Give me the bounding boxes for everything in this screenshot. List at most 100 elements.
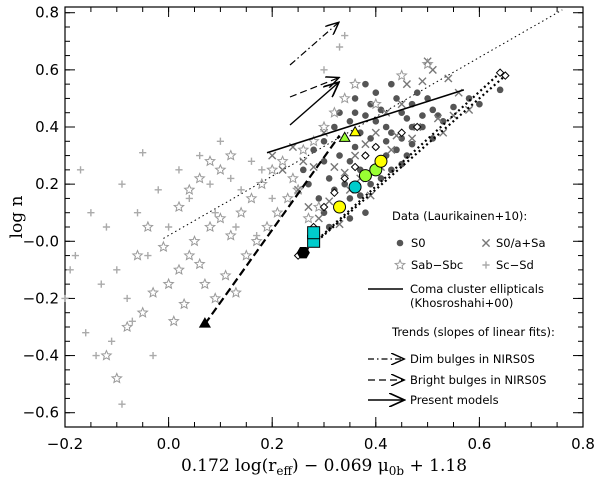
data-point-s0 (388, 166, 395, 174)
coma-fit-line (266, 89, 465, 154)
data-point-s0 (362, 80, 369, 88)
data-point-sc-sd (247, 157, 256, 165)
data-point-s0 (372, 89, 380, 97)
data-point-s0 (351, 95, 359, 102)
y-tick-label: 0.8 (35, 4, 59, 22)
data-point-s0-a-sa (464, 105, 474, 114)
data-point-sc-sd (118, 400, 126, 408)
legend-coma-label: Coma cluster ellipticals (410, 282, 544, 296)
data-point-sab-sbc (271, 206, 284, 218)
data-point-s0 (346, 195, 354, 202)
data-point-s0 (341, 180, 349, 188)
data-point-s0-a-sa (268, 151, 277, 160)
data-point-s0-a-sa (402, 80, 411, 89)
legend-coma-ref: (Khosroshahi+00) (410, 296, 513, 310)
data-point-sc-sd (76, 166, 85, 174)
data-point-sab-sbc (183, 183, 196, 195)
data-point-sab-sbc (167, 314, 180, 327)
data-point-sab-sbc (172, 263, 185, 275)
data-point-s0 (403, 152, 411, 159)
legend-bright-label: Bright bulges in NIRS0S (410, 373, 546, 387)
data-point-sc-sd (258, 166, 266, 174)
data-point-sab-sbc (198, 277, 211, 290)
data-point-s0 (351, 109, 359, 117)
data-point-sc-sd (133, 209, 142, 217)
data-point-sab-sbc (209, 292, 222, 304)
data-point-sc-sd (61, 294, 69, 303)
data-point-sc-sd (139, 149, 147, 157)
data-point-s0 (388, 80, 395, 88)
data-point-s0 (465, 95, 473, 102)
data-point-sab-sbc (255, 177, 268, 190)
bright-dashed-line (203, 134, 341, 325)
x-tick-label: 0.6 (467, 435, 491, 453)
data-point-s0-a-sa (433, 114, 443, 123)
data-point-sab-sbc (188, 234, 201, 247)
data-point-sab-sbc (395, 69, 408, 81)
model-point (374, 154, 388, 168)
data-point-sc-sd (108, 337, 116, 345)
data-point-sc-sd (320, 66, 328, 74)
data-point-sab-sbc (276, 155, 289, 167)
data-point-sc-sd (268, 194, 276, 203)
data-point-s0 (393, 146, 400, 154)
data-point-s0 (367, 180, 374, 188)
data-point-s0 (310, 146, 317, 154)
data-point-sab-sbc (172, 200, 185, 213)
data-point-s0 (325, 175, 333, 182)
data-point-s0 (419, 123, 426, 131)
data-point-s0 (398, 135, 406, 142)
legend-trends-title: Trends (slopes of linear fits): (391, 325, 555, 339)
data-point-sab-sbc (157, 240, 170, 253)
data-point-s0 (403, 115, 411, 122)
data-point-s0 (351, 143, 359, 151)
data-point-sc-sd (185, 194, 193, 203)
model-diamond-point (500, 71, 510, 80)
data-point-s0-a-sa (444, 74, 453, 83)
model-diamond-point (330, 188, 339, 198)
dotted-reference-line (163, 9, 563, 239)
data-point-sab-sbc (121, 320, 134, 333)
y-tick-label: 0.2 (35, 175, 59, 193)
model-diamond-point (340, 174, 350, 183)
data-point-s0 (408, 140, 416, 148)
data-point-s0 (372, 117, 380, 125)
data-point-sab-sbc (100, 349, 113, 361)
data-point-sc-sd (341, 31, 349, 40)
data-point-s0-a-sa (278, 165, 287, 174)
data-point-s0 (362, 112, 369, 119)
data-point-s0 (377, 175, 385, 182)
data-point-s0 (413, 89, 421, 97)
legend-sab-marker (393, 258, 407, 271)
model-diamond-point (397, 128, 407, 138)
data-point-sab-sbc (219, 269, 232, 281)
data-point-s0 (398, 160, 406, 168)
data-point-sab-sbc (141, 220, 154, 233)
data-point-sab-sbc (250, 235, 263, 247)
model-point (307, 226, 321, 240)
data-point-sab-sbc (193, 257, 206, 270)
data-point-sc-sd (335, 43, 344, 51)
data-point-s0 (476, 100, 483, 108)
data-point-s0-a-sa (439, 128, 448, 137)
data-point-s0 (429, 106, 437, 114)
data-point-sc-sd (118, 180, 126, 188)
y-tick-label: 0.4 (35, 118, 59, 136)
x-tick-label: 0.0 (157, 435, 181, 453)
model-point (198, 317, 211, 328)
x-tick-label: 0.8 (571, 435, 595, 453)
x-axis-title-part: + 1.18 (404, 456, 467, 476)
data-point-sab-sbc (302, 212, 315, 224)
x-tick-label: −0.2 (47, 435, 83, 453)
data-point-s0 (496, 86, 504, 94)
data-point-sc-sd (211, 209, 219, 217)
model-point (348, 180, 362, 194)
data-point-sab-sbc (131, 249, 144, 261)
data-point-sc-sd (149, 351, 157, 360)
data-point-sab-sbc (297, 143, 310, 155)
data-point-sab-sbc (204, 220, 217, 233)
data-point-s0 (315, 195, 323, 202)
x-axis-title-part: 0b (389, 464, 405, 478)
data-point-sab-sbc (193, 172, 206, 184)
model-point (349, 125, 362, 137)
